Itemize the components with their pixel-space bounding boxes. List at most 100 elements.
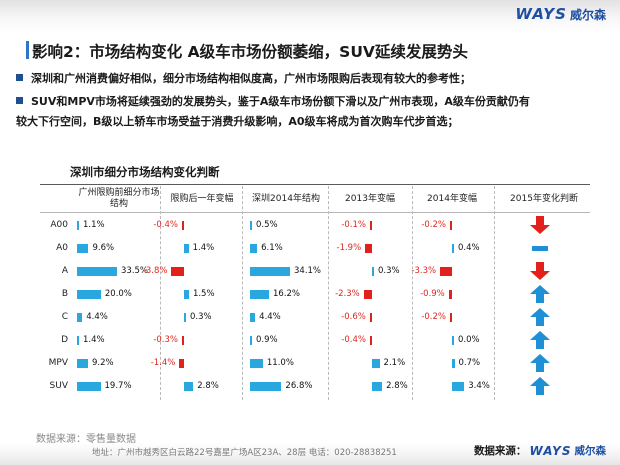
arrow-shape bbox=[530, 216, 550, 234]
chg14-bar bbox=[452, 359, 455, 368]
gz-chg-bar bbox=[184, 290, 189, 299]
footer-logo-mark: WAYS bbox=[529, 443, 572, 458]
sz14-bar bbox=[250, 221, 252, 230]
gz-pre-bar bbox=[77, 382, 101, 391]
table-header-rule bbox=[40, 212, 590, 213]
chg14-bar bbox=[450, 313, 452, 322]
chg14-value: 0.4% bbox=[458, 243, 480, 253]
chg13-bar bbox=[372, 359, 380, 368]
sz14-value: 16.2% bbox=[273, 289, 301, 299]
chg13-value: -1.9% bbox=[336, 243, 362, 253]
chg14-value: -0.2% bbox=[421, 312, 446, 322]
footer-source: 数据来源： WAYS 威尔森 bbox=[474, 443, 606, 458]
chg14-value: 0.0% bbox=[458, 335, 480, 345]
chg14-value: -0.2% bbox=[421, 220, 446, 230]
gz-chg-bar bbox=[182, 221, 184, 230]
arrow-shape bbox=[530, 308, 550, 326]
col-header-gz-chg: 限购后一年变幅 bbox=[170, 194, 234, 204]
gz-pre-bar bbox=[77, 336, 79, 345]
chg14-value: 0.7% bbox=[458, 358, 481, 368]
judgement-up-icon bbox=[525, 375, 555, 397]
row-label: C bbox=[61, 312, 68, 322]
row-label: A00 bbox=[50, 220, 68, 230]
row-label: B bbox=[61, 289, 68, 299]
sz14-bar bbox=[250, 313, 256, 322]
footer-band bbox=[0, 443, 620, 465]
bullet-1: 深圳和广州消费偏好相似，细分市场结构相似度高，广州市场限购后表现有较大的参考性； bbox=[16, 69, 606, 89]
sz14-bar bbox=[250, 290, 269, 299]
arrow-shape bbox=[530, 331, 550, 349]
arrow-shape bbox=[532, 246, 548, 251]
sz14-value: 6.1% bbox=[261, 243, 283, 253]
chg14-value: 3.4% bbox=[468, 381, 490, 391]
gz-chg-bar bbox=[179, 359, 184, 368]
gz-pre-value: 9.6% bbox=[92, 243, 115, 253]
gz-chg-value: -0.4% bbox=[153, 220, 178, 230]
chg13-value: 2.1% bbox=[383, 358, 406, 368]
logo-name: 威尔森 bbox=[569, 7, 606, 22]
chg14-bar bbox=[452, 336, 454, 345]
arrow-shape bbox=[530, 262, 550, 280]
col-header-sz14: 深圳2014年结构 bbox=[252, 194, 320, 204]
gz-pre-value: 20.0% bbox=[104, 289, 132, 299]
judgement-up-icon bbox=[525, 352, 555, 374]
sz14-bar bbox=[250, 336, 252, 345]
row-label: A bbox=[61, 266, 68, 276]
sz14-value: 11.0% bbox=[266, 358, 294, 368]
slide-title: 影响2：市场结构变化 A级车市场份额萎缩，SUV延续发展势头 bbox=[32, 43, 468, 61]
bullet-2: SUV和MPV市场将延续强劲的发展势头，鉴于A级车市场份额下滑以及广州市表现，A… bbox=[16, 92, 606, 132]
gz-chg-value: -1.4% bbox=[150, 358, 176, 368]
col-header-chg14: 2014年变幅 bbox=[427, 194, 477, 204]
chg14-bar bbox=[452, 244, 454, 253]
gz-pre-bar bbox=[77, 359, 88, 368]
gz-pre-bar bbox=[77, 267, 117, 276]
sz14-value: 0.9% bbox=[256, 335, 278, 345]
sz14-bar bbox=[250, 244, 258, 253]
chg13-bar bbox=[363, 290, 372, 299]
chg13-bar bbox=[365, 244, 372, 253]
judgement-up-icon bbox=[525, 283, 555, 305]
chg13-bar bbox=[370, 336, 372, 345]
arrow-shape bbox=[530, 285, 550, 303]
gz-chg-value: -0.3% bbox=[153, 335, 178, 345]
sz14-value: 34.1% bbox=[294, 266, 322, 276]
chg14-bar bbox=[448, 290, 452, 299]
gz-chg-bar bbox=[182, 336, 184, 345]
company-address: 地址：广州市越秀区白云路22号嘉星广场A区23A、28层 电话：020-2883… bbox=[92, 448, 397, 458]
sz14-value: 0.5% bbox=[256, 220, 278, 230]
table-title: 深圳市细分市场结构变化判断 bbox=[70, 165, 220, 179]
company-logo: WAYS 威尔森 bbox=[515, 5, 606, 23]
gz-chg-bar bbox=[184, 313, 186, 322]
sz14-bar bbox=[250, 382, 282, 391]
sz14-value: 26.8% bbox=[285, 381, 313, 391]
gz-pre-value: 4.4% bbox=[86, 312, 108, 322]
row-label: A0 bbox=[56, 243, 68, 253]
gz-pre-bar bbox=[77, 244, 89, 253]
chg13-bar bbox=[372, 382, 383, 391]
judgement-flat-icon bbox=[525, 237, 555, 259]
gz-chg-value: -3.8% bbox=[142, 266, 168, 276]
gz-chg-bar bbox=[184, 244, 189, 253]
bullet-2-text: SUV和MPV市场将延续强劲的发展势头，鉴于A级车市场份额下滑以及广州市表现，A… bbox=[31, 95, 530, 108]
chg13-bar bbox=[372, 267, 374, 276]
chg13-bar bbox=[369, 313, 372, 322]
judgement-up-icon bbox=[525, 306, 555, 328]
column-divider bbox=[494, 186, 495, 400]
sz14-bar bbox=[250, 359, 263, 368]
gz-pre-value: 33.5% bbox=[121, 266, 149, 276]
arrow-shape bbox=[530, 354, 550, 372]
chg13-value: -0.4% bbox=[341, 335, 366, 345]
chg13-value: -2.3% bbox=[335, 289, 360, 299]
column-divider bbox=[160, 186, 161, 400]
gz-pre-bar bbox=[77, 221, 79, 230]
chg14-bar bbox=[440, 267, 452, 276]
chg13-value: -0.6% bbox=[341, 312, 366, 322]
gz-chg-value: 1.5% bbox=[192, 289, 215, 299]
row-label: SUV bbox=[49, 381, 68, 391]
column-divider bbox=[242, 186, 243, 400]
gz-pre-value: 1.4% bbox=[83, 335, 105, 345]
row-label: MPV bbox=[48, 358, 68, 368]
bullet-square-icon bbox=[16, 74, 23, 81]
gz-chg-value: 1.4% bbox=[192, 243, 215, 253]
chg13-value: 2.8% bbox=[386, 381, 408, 391]
